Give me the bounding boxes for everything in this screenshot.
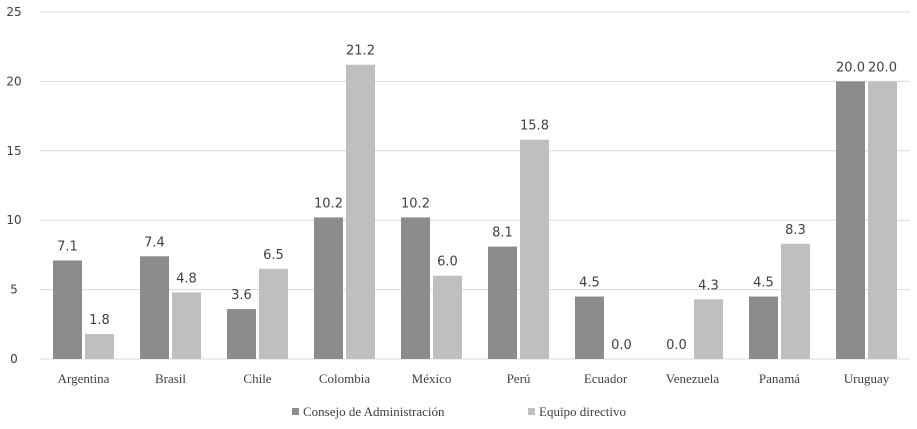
legend-swatch [528,408,535,415]
bar-consejo-6 [575,296,604,359]
legend: Consejo de Administración Equipo directiv… [292,404,626,419]
data-label: 8.3 [785,223,806,238]
x-tick-label: Ecuador [584,371,628,386]
bar-consejo-0 [53,260,82,359]
bar-consejo-4 [401,217,430,359]
x-tick-label: Venezuela [666,371,720,386]
bar-consejo-8 [749,296,778,359]
data-label: 20.0 [868,60,897,75]
data-label: 10.2 [401,196,430,211]
y-tick-label: 10 [6,213,21,227]
data-label: 6.5 [263,248,284,263]
data-label: 21.2 [346,44,375,59]
data-label: 0.0 [666,338,687,353]
legend-label: Consejo de Administración [303,404,445,419]
x-tick-label: Panamá [759,371,800,386]
data-label: 4.3 [698,278,719,293]
bar-consejo-1 [140,256,169,359]
x-tick-label: Perú [507,371,531,386]
data-label: 4.5 [579,276,600,291]
data-label: 8.1 [492,226,513,241]
x-tick-label: Argentina [58,371,110,386]
data-labels: 7.1 1.8 7.4 4.8 3.6 6.5 10.2 21.2 10.2 6.0 8.1 15.8… [57,44,897,353]
bar-consejo-9 [836,81,865,360]
x-axis-labels: Argentina Brasil Chile Colombia México Perú Ec… [58,371,890,386]
data-label: 4.5 [753,276,774,291]
bar-equipo-7 [694,299,723,359]
data-label: 10.2 [314,196,343,211]
y-tick-label: 0 [10,352,18,366]
y-axis-ticks: 0 5 10 15 20 25 [6,5,21,366]
y-tick-label: 20 [6,74,21,88]
data-label: 1.8 [89,313,110,328]
data-label: 0.0 [611,338,632,353]
bar-equipo-3 [346,64,375,359]
x-tick-label: Chile [243,371,271,386]
data-label: 3.6 [231,288,252,303]
bar-consejo-5 [488,246,517,359]
y-tick-label: 25 [6,5,21,19]
bar-equipo-8 [781,243,810,359]
data-label: 4.8 [176,271,197,286]
data-label: 15.8 [520,119,549,134]
y-tick-label: 15 [6,144,21,158]
bar-equipo-4 [433,275,462,359]
bar-equipo-5 [520,139,549,359]
x-tick-label: Uruguay [844,371,890,386]
data-label: 6.0 [437,255,458,270]
bar-equipo-9 [868,81,897,360]
bar-equipo-1 [172,292,201,359]
legend-swatch [292,408,299,415]
x-tick-label: México [412,371,452,386]
bar-consejo-2 [227,309,256,359]
bars [53,64,897,360]
bar-equipo-2 [259,268,288,359]
x-tick-label: Brasil [155,371,186,386]
y-tick-label: 5 [10,283,18,297]
data-label: 7.4 [144,235,165,250]
x-tick-label: Colombia [319,371,371,386]
bar-equipo-0 [85,334,114,359]
data-label: 20.0 [836,60,865,75]
legend-label: Equipo directivo [539,404,626,419]
gridlines [40,11,910,360]
bar-consejo-3 [314,217,343,359]
data-label: 7.1 [57,239,78,254]
